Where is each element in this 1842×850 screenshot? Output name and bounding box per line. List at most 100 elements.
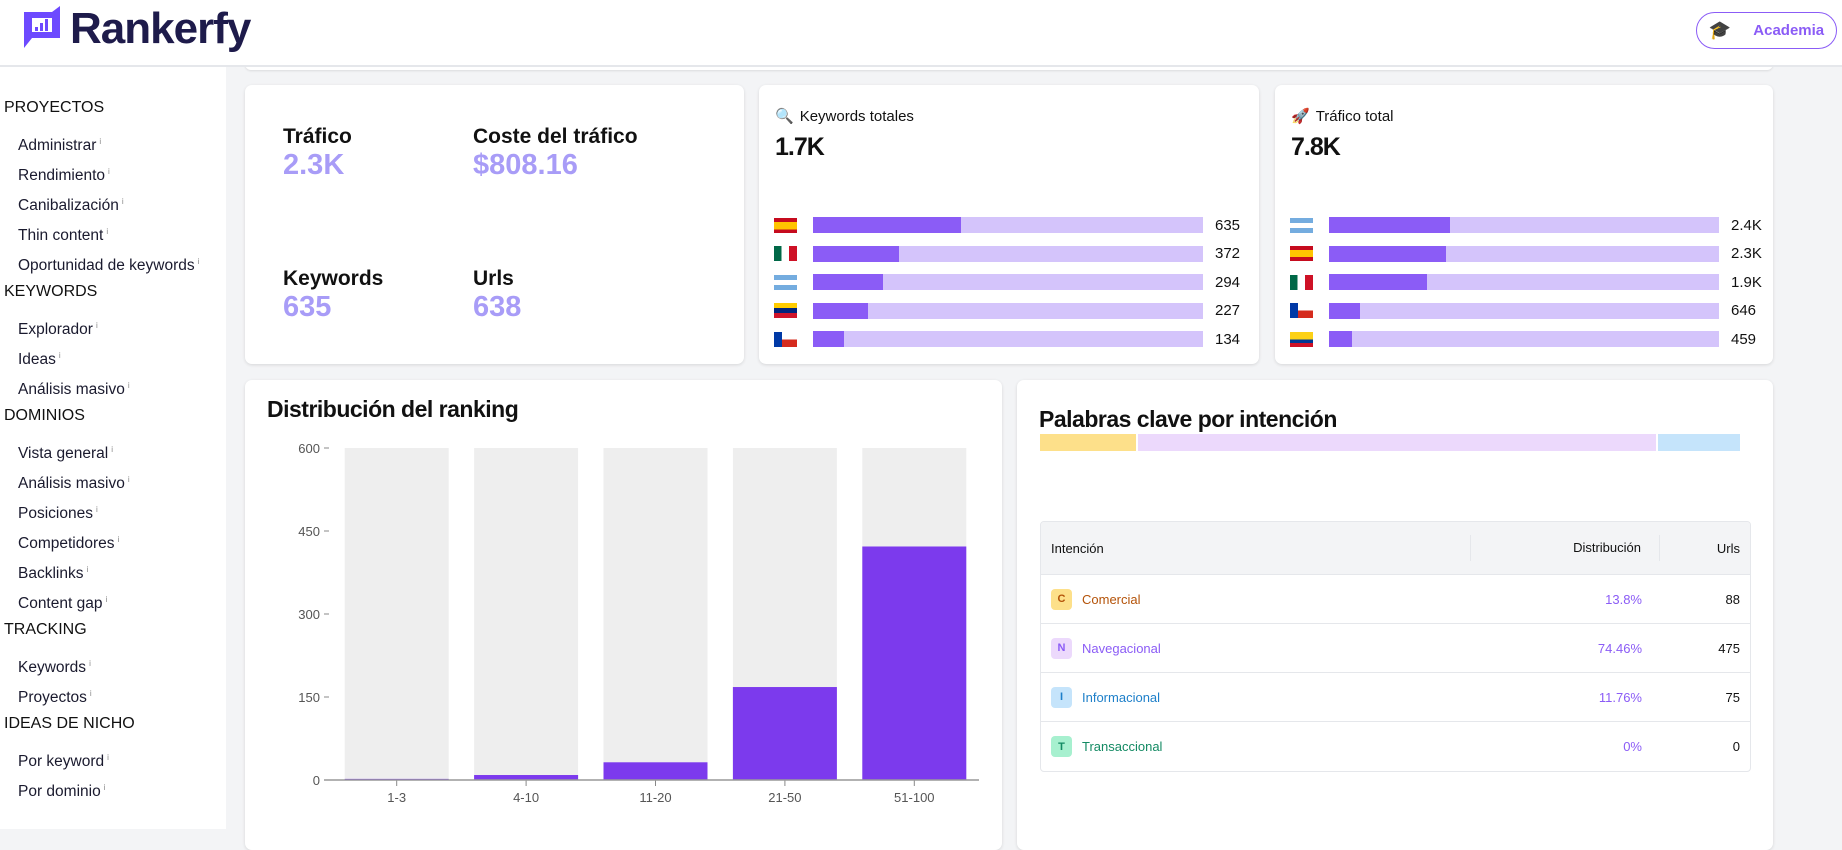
bar <box>732 687 837 780</box>
info-icon: i <box>121 197 124 206</box>
progress-fill <box>813 302 868 319</box>
logo[interactable]: Rankerfy <box>20 4 251 54</box>
row-value: 2.3K <box>1731 245 1762 263</box>
flag-ar-icon <box>1290 217 1313 233</box>
progress-fill <box>813 274 884 291</box>
sidebar-item[interactable]: Content gap i <box>0 585 226 615</box>
sidebar-item[interactable]: Explorador i <box>0 311 226 341</box>
sidebar-item[interactable]: Competidores i <box>0 525 226 555</box>
table-header: Intención Distribución Urls <box>1041 522 1750 575</box>
sidebar-item-label: Posiciones <box>18 505 93 523</box>
row-value: 227 <box>1215 302 1241 320</box>
sidebar-item[interactable]: Por dominio i <box>0 773 226 803</box>
row-value: 635 <box>1215 216 1241 234</box>
sidebar-item[interactable]: Vista general i <box>0 435 226 465</box>
progress-fill <box>1329 302 1361 319</box>
summary-card: Tráfico 2.3K Coste del tráfico $808.16 Key… <box>245 85 744 364</box>
sidebar-item-label: Por keyword <box>18 753 105 771</box>
flag-mx-icon <box>1290 274 1313 290</box>
sidebar-item[interactable]: Canibalización i <box>0 187 226 217</box>
rocket-icon: 🚀 <box>1291 108 1310 125</box>
flag-ar-icon <box>774 274 797 290</box>
col-distribucion[interactable]: Distribución <box>1470 535 1660 561</box>
logo-icon <box>24 6 60 48</box>
flag-ve-icon <box>774 303 797 319</box>
x-tick-label: 11-20 <box>639 790 671 805</box>
table-row: C Comercial 13.8% 88 <box>1041 575 1750 624</box>
intent-badge: I <box>1051 686 1072 708</box>
stat-value: 635 <box>283 291 332 323</box>
sidebar-item[interactable]: Posiciones i <box>0 495 226 525</box>
col-intencion[interactable]: Intención <box>1051 540 1104 556</box>
bar <box>603 762 708 780</box>
sidebar-item[interactable]: Thin content i <box>0 217 226 247</box>
x-tick-label: 4-10 <box>513 790 539 805</box>
sidebar-item-label: Content gap <box>18 595 103 613</box>
y-tick-label: 300 <box>298 607 320 622</box>
progress-fill <box>1329 331 1353 348</box>
country-row: 2.4K <box>1290 211 1763 240</box>
sidebar-item[interactable]: Keywords i <box>0 649 226 679</box>
country-row: 294 <box>774 268 1249 297</box>
sidebar-item[interactable]: Análisis masivo i <box>0 371 226 401</box>
info-icon: i <box>58 351 61 360</box>
sidebar-item[interactable]: Oportunidad de keywords i <box>0 247 226 277</box>
progress-fill <box>813 245 899 262</box>
intent-segment <box>1040 434 1137 451</box>
y-tick-label: 0 <box>313 773 320 788</box>
x-tick-label: 51-100 <box>894 790 934 805</box>
flag-cl-icon <box>1290 303 1313 319</box>
sidebar-item-label: Análisis masivo <box>18 381 125 399</box>
sidebar-item[interactable]: Administrar i <box>0 127 226 157</box>
sidebar-item-label: Backlinks <box>18 565 84 583</box>
sidebar-item-label: Análisis masivo <box>18 475 125 493</box>
stat-label: Keywords <box>283 267 384 290</box>
sidebar-item-label: Administrar <box>18 137 97 155</box>
info-icon: i <box>107 753 109 762</box>
bar-background <box>474 448 579 780</box>
info-icon: i <box>95 505 98 514</box>
flag-es-icon <box>774 217 797 233</box>
sidebar-item[interactable]: Ideas i <box>0 341 226 371</box>
info-icon: i <box>106 227 109 236</box>
sidebar-item[interactable]: Por keyword i <box>0 743 226 773</box>
info-icon: i <box>127 381 130 390</box>
sidebar-item[interactable]: Proyectos i <box>0 679 226 709</box>
stat-value: $808.16 <box>473 149 578 181</box>
intent-name: Navegacional <box>1082 640 1161 656</box>
academia-button[interactable]: 🎓 Academia <box>1696 12 1837 49</box>
progress-fill <box>813 331 845 348</box>
sidebar-section-title: KEYWORDS <box>4 283 98 300</box>
intent-badge: C <box>1051 588 1072 610</box>
progress-fill <box>813 217 962 234</box>
intencion-title: Palabras clave por intención <box>1039 406 1337 432</box>
sidebar-item[interactable]: Backlinks i <box>0 555 226 585</box>
country-row: 2.3K <box>1290 240 1763 269</box>
sidebar-item-label: Proyectos <box>18 689 87 707</box>
progress-track <box>1329 217 1719 234</box>
card-value: 7.8K <box>1291 133 1341 161</box>
academia-label: Academia <box>1753 22 1825 39</box>
country-row: 1.9K <box>1290 268 1763 297</box>
country-row: 372 <box>774 240 1249 269</box>
sidebar-item-label: Thin content <box>18 227 104 245</box>
sidebar-item[interactable]: Análisis masivo i <box>0 465 226 495</box>
info-icon: i <box>105 595 108 604</box>
col-urls[interactable]: Urls <box>1716 540 1740 556</box>
flag-cl-icon <box>774 331 797 347</box>
country-row: 459 <box>1290 325 1763 354</box>
progress-track <box>813 217 1203 234</box>
intent-segment <box>1138 434 1657 451</box>
info-icon: i <box>95 321 98 330</box>
card-title: Keywords totales <box>799 107 914 125</box>
row-value: 2.4K <box>1731 216 1762 234</box>
stat-urls: Urls 638 <box>473 267 521 324</box>
magnifier-icon: 🔍 <box>775 108 794 125</box>
info-icon: i <box>89 659 91 668</box>
sidebar-section-title: TRACKING <box>4 621 87 638</box>
info-icon: i <box>117 535 120 544</box>
info-icon: i <box>108 167 110 176</box>
sidebar-item[interactable]: Rendimiento i <box>0 157 226 187</box>
intent-segment <box>1658 434 1740 451</box>
intent-table: Intención Distribución Urls C Comercial 13… <box>1040 521 1751 772</box>
